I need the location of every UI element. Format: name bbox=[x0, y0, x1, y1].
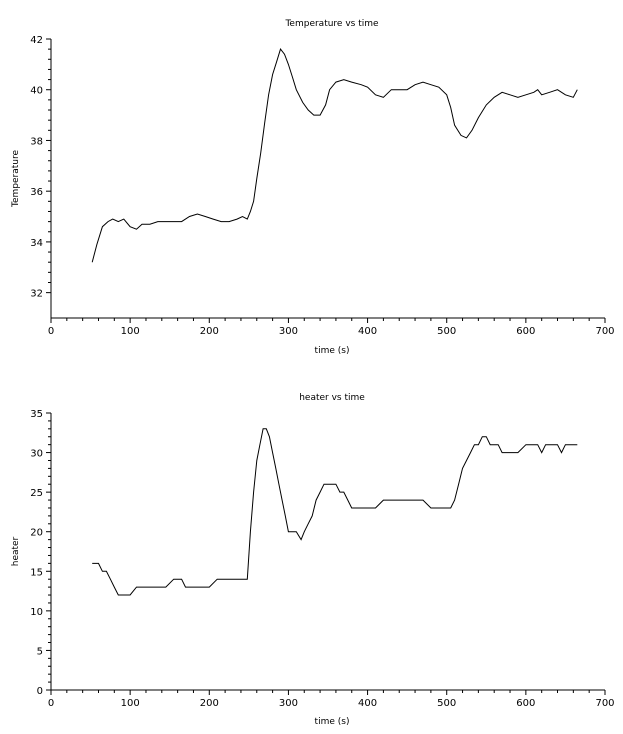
heater-x-tick-label: 700 bbox=[595, 698, 614, 709]
heater-series-line bbox=[92, 428, 578, 596]
temperature-series-line bbox=[91, 48, 578, 263]
heater-x-tick-label: 300 bbox=[279, 698, 298, 709]
temperature-x-tick-label: 700 bbox=[595, 326, 614, 337]
heater-y-tick-label: 20 bbox=[30, 528, 43, 539]
temperature-y-tick-label: 42 bbox=[30, 35, 43, 46]
heater-chart-title: heater vs time bbox=[299, 393, 365, 403]
heater-y-tick-label: 0 bbox=[37, 686, 43, 697]
heater-x-axis-label: time (s) bbox=[315, 717, 350, 727]
heater-y-axis-label: heater bbox=[11, 536, 21, 566]
heater-chart: 0 100 200 300 400 500 600 700 0 5 10 15 20 25 30 35 heat… bbox=[11, 393, 615, 727]
heater-x-tick-label: 100 bbox=[121, 698, 140, 709]
temperature-chart-title: Temperature vs time bbox=[284, 19, 379, 29]
heater-x-tick-label: 200 bbox=[200, 698, 219, 709]
temperature-x-tick-label: 100 bbox=[121, 326, 140, 337]
heater-y-tick-label: 30 bbox=[30, 449, 43, 460]
temperature-x-tick-label: 200 bbox=[200, 326, 219, 337]
heater-x-tick-label: 0 bbox=[48, 698, 54, 709]
heater-x-tick-label: 600 bbox=[516, 698, 535, 709]
temperature-chart: 0 100 200 300 400 500 600 700 32 34 36 38 40 42 Temper… bbox=[11, 19, 615, 356]
temperature-x-tick-label: 500 bbox=[437, 326, 456, 337]
temperature-y-tick-label: 36 bbox=[30, 187, 43, 198]
temperature-x-axis-label: time (s) bbox=[315, 346, 350, 356]
temperature-x-tick-label: 400 bbox=[358, 326, 377, 337]
temperature-y-tick-label: 38 bbox=[30, 136, 43, 147]
heater-x-tick-label: 500 bbox=[437, 698, 456, 709]
temperature-y-tick-label: 32 bbox=[30, 289, 43, 300]
heater-y-tick-label: 5 bbox=[37, 646, 43, 657]
temperature-y-tick-label: 40 bbox=[30, 86, 43, 97]
heater-y-tick-label: 25 bbox=[30, 488, 43, 499]
heater-y-tick-label: 35 bbox=[30, 409, 43, 420]
temperature-x-tick-label: 600 bbox=[516, 326, 535, 337]
temperature-x-tick-label: 300 bbox=[279, 326, 298, 337]
heater-y-tick-label: 10 bbox=[30, 607, 43, 618]
heater-x-tick-label: 400 bbox=[358, 698, 377, 709]
temperature-y-tick-label: 34 bbox=[30, 238, 43, 249]
temperature-x-tick-label: 0 bbox=[48, 326, 54, 337]
temperature-y-axis-label: Temperature bbox=[11, 150, 21, 208]
heater-y-tick-label: 15 bbox=[30, 567, 43, 578]
